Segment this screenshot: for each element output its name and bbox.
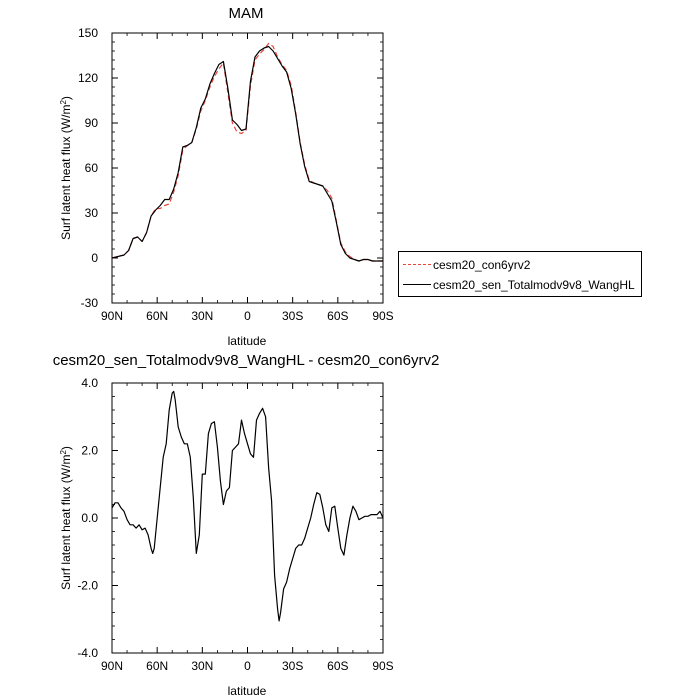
series-line <box>111 390 384 622</box>
top-panel-ylabel: Surf latent heat flux (W/m2) <box>59 96 74 240</box>
y-tick-label: 0.0 <box>81 511 98 525</box>
x-tick-label: 30N <box>191 659 213 673</box>
top-panel-plot-area: 90N 60N 30N 0 30S 60S 90S -30 0 30 60 90 120 150 <box>78 26 394 323</box>
legend-swatch-solid <box>403 284 431 285</box>
y-tick-label: -30 <box>81 296 99 310</box>
bottom-panel-frame <box>111 382 384 654</box>
legend-item-control: cesm20_con6yrv2 <box>399 256 641 274</box>
x-tick-label: 90S <box>372 659 393 673</box>
top-panel-frame <box>111 32 384 304</box>
top-panel-xlabel: latitude <box>228 334 267 348</box>
legend-item-test: cesm20_sen_Totalmodv9v8_WangHL <box>399 276 641 294</box>
legend-swatch-dashed <box>403 264 431 265</box>
x-tick-label: 0 <box>244 309 251 323</box>
legend-label: cesm20_sen_Totalmodv9v8_WangHL <box>433 278 635 292</box>
y-tick-label: 120 <box>78 71 98 85</box>
legend-label: cesm20_con6yrv2 <box>433 258 531 272</box>
legend: cesm20_con6yrv2 cesm20_sen_Totalmodv9v8_… <box>398 251 642 297</box>
y-tick-label: 150 <box>78 26 98 40</box>
x-tick-label: 30S <box>282 659 303 673</box>
bottom-panel-ylabel: Surf latent heat flux (W/m2) <box>59 446 74 590</box>
x-tick-label: 60S <box>327 309 348 323</box>
y-tick-label: 4.0 <box>81 376 98 390</box>
bottom-panel: cesm20_sen_Totalmodv9v8_WangHL - cesm20_… <box>53 352 440 698</box>
x-tick-label: 90N <box>101 659 123 673</box>
bottom-panel-xlabel: latitude <box>228 684 267 698</box>
series-line-control <box>111 42 383 262</box>
y-tick-label: 30 <box>85 206 99 220</box>
top-panel: MAM 90N 60N 30N 0 30S 60S 90S-300306090120150 … <box>59 5 394 348</box>
y-tick-label: 2.0 <box>81 444 98 458</box>
x-tick-label: 60S <box>327 659 348 673</box>
x-tick-label: 30S <box>282 309 303 323</box>
bottom-panel-plot-area: 90N 60N 30N 0 30S 60S 90S -4.0 -2.0 0.0 2.0 4.0 <box>77 376 393 673</box>
x-tick-label: 90N <box>101 309 123 323</box>
x-tick-label: 30N <box>191 309 213 323</box>
bottom-panel-title: cesm20_sen_Totalmodv9v8_WangHL - cesm20_… <box>53 352 440 369</box>
y-tick-label: 90 <box>85 116 99 130</box>
x-tick-label: 60N <box>146 309 168 323</box>
x-tick-label: 90S <box>372 309 393 323</box>
top-panel-title: MAM <box>229 5 264 22</box>
y-tick-label: 0 <box>91 251 98 265</box>
x-tick-label: 60N <box>146 659 168 673</box>
series-line <box>111 45 383 262</box>
y-tick-label: -4.0 <box>77 646 98 660</box>
x-tick-label: 0 <box>244 659 251 673</box>
y-tick-label: 60 <box>85 161 99 175</box>
y-tick-label: -2.0 <box>77 579 98 593</box>
